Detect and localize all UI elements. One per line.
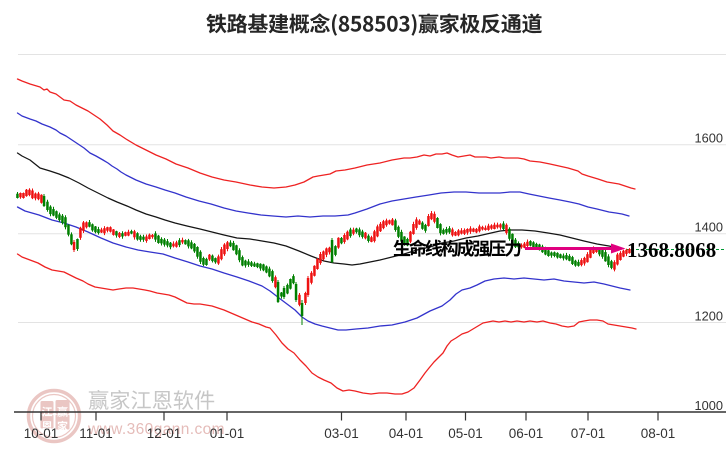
svg-text:03-01: 03-01 xyxy=(324,426,359,441)
svg-text:10-01: 10-01 xyxy=(24,426,59,441)
svg-text:11-01: 11-01 xyxy=(79,426,113,441)
svg-text:1200: 1200 xyxy=(695,308,723,323)
svg-text:05-01: 05-01 xyxy=(448,426,483,441)
svg-text:1000: 1000 xyxy=(695,398,723,413)
svg-text:1400: 1400 xyxy=(695,220,723,235)
svg-text:1600: 1600 xyxy=(695,131,723,146)
svg-text:07-01: 07-01 xyxy=(571,426,606,441)
svg-text:12-01: 12-01 xyxy=(147,426,182,441)
svg-text:01-01: 01-01 xyxy=(210,426,245,441)
svg-text:1368.8068: 1368.8068 xyxy=(627,238,716,262)
svg-text:06-01: 06-01 xyxy=(509,426,544,441)
svg-text:04-01: 04-01 xyxy=(389,426,424,441)
svg-text:08-01: 08-01 xyxy=(641,426,676,441)
svg-text:www.360gann.com: www.360gann.com xyxy=(87,421,225,438)
